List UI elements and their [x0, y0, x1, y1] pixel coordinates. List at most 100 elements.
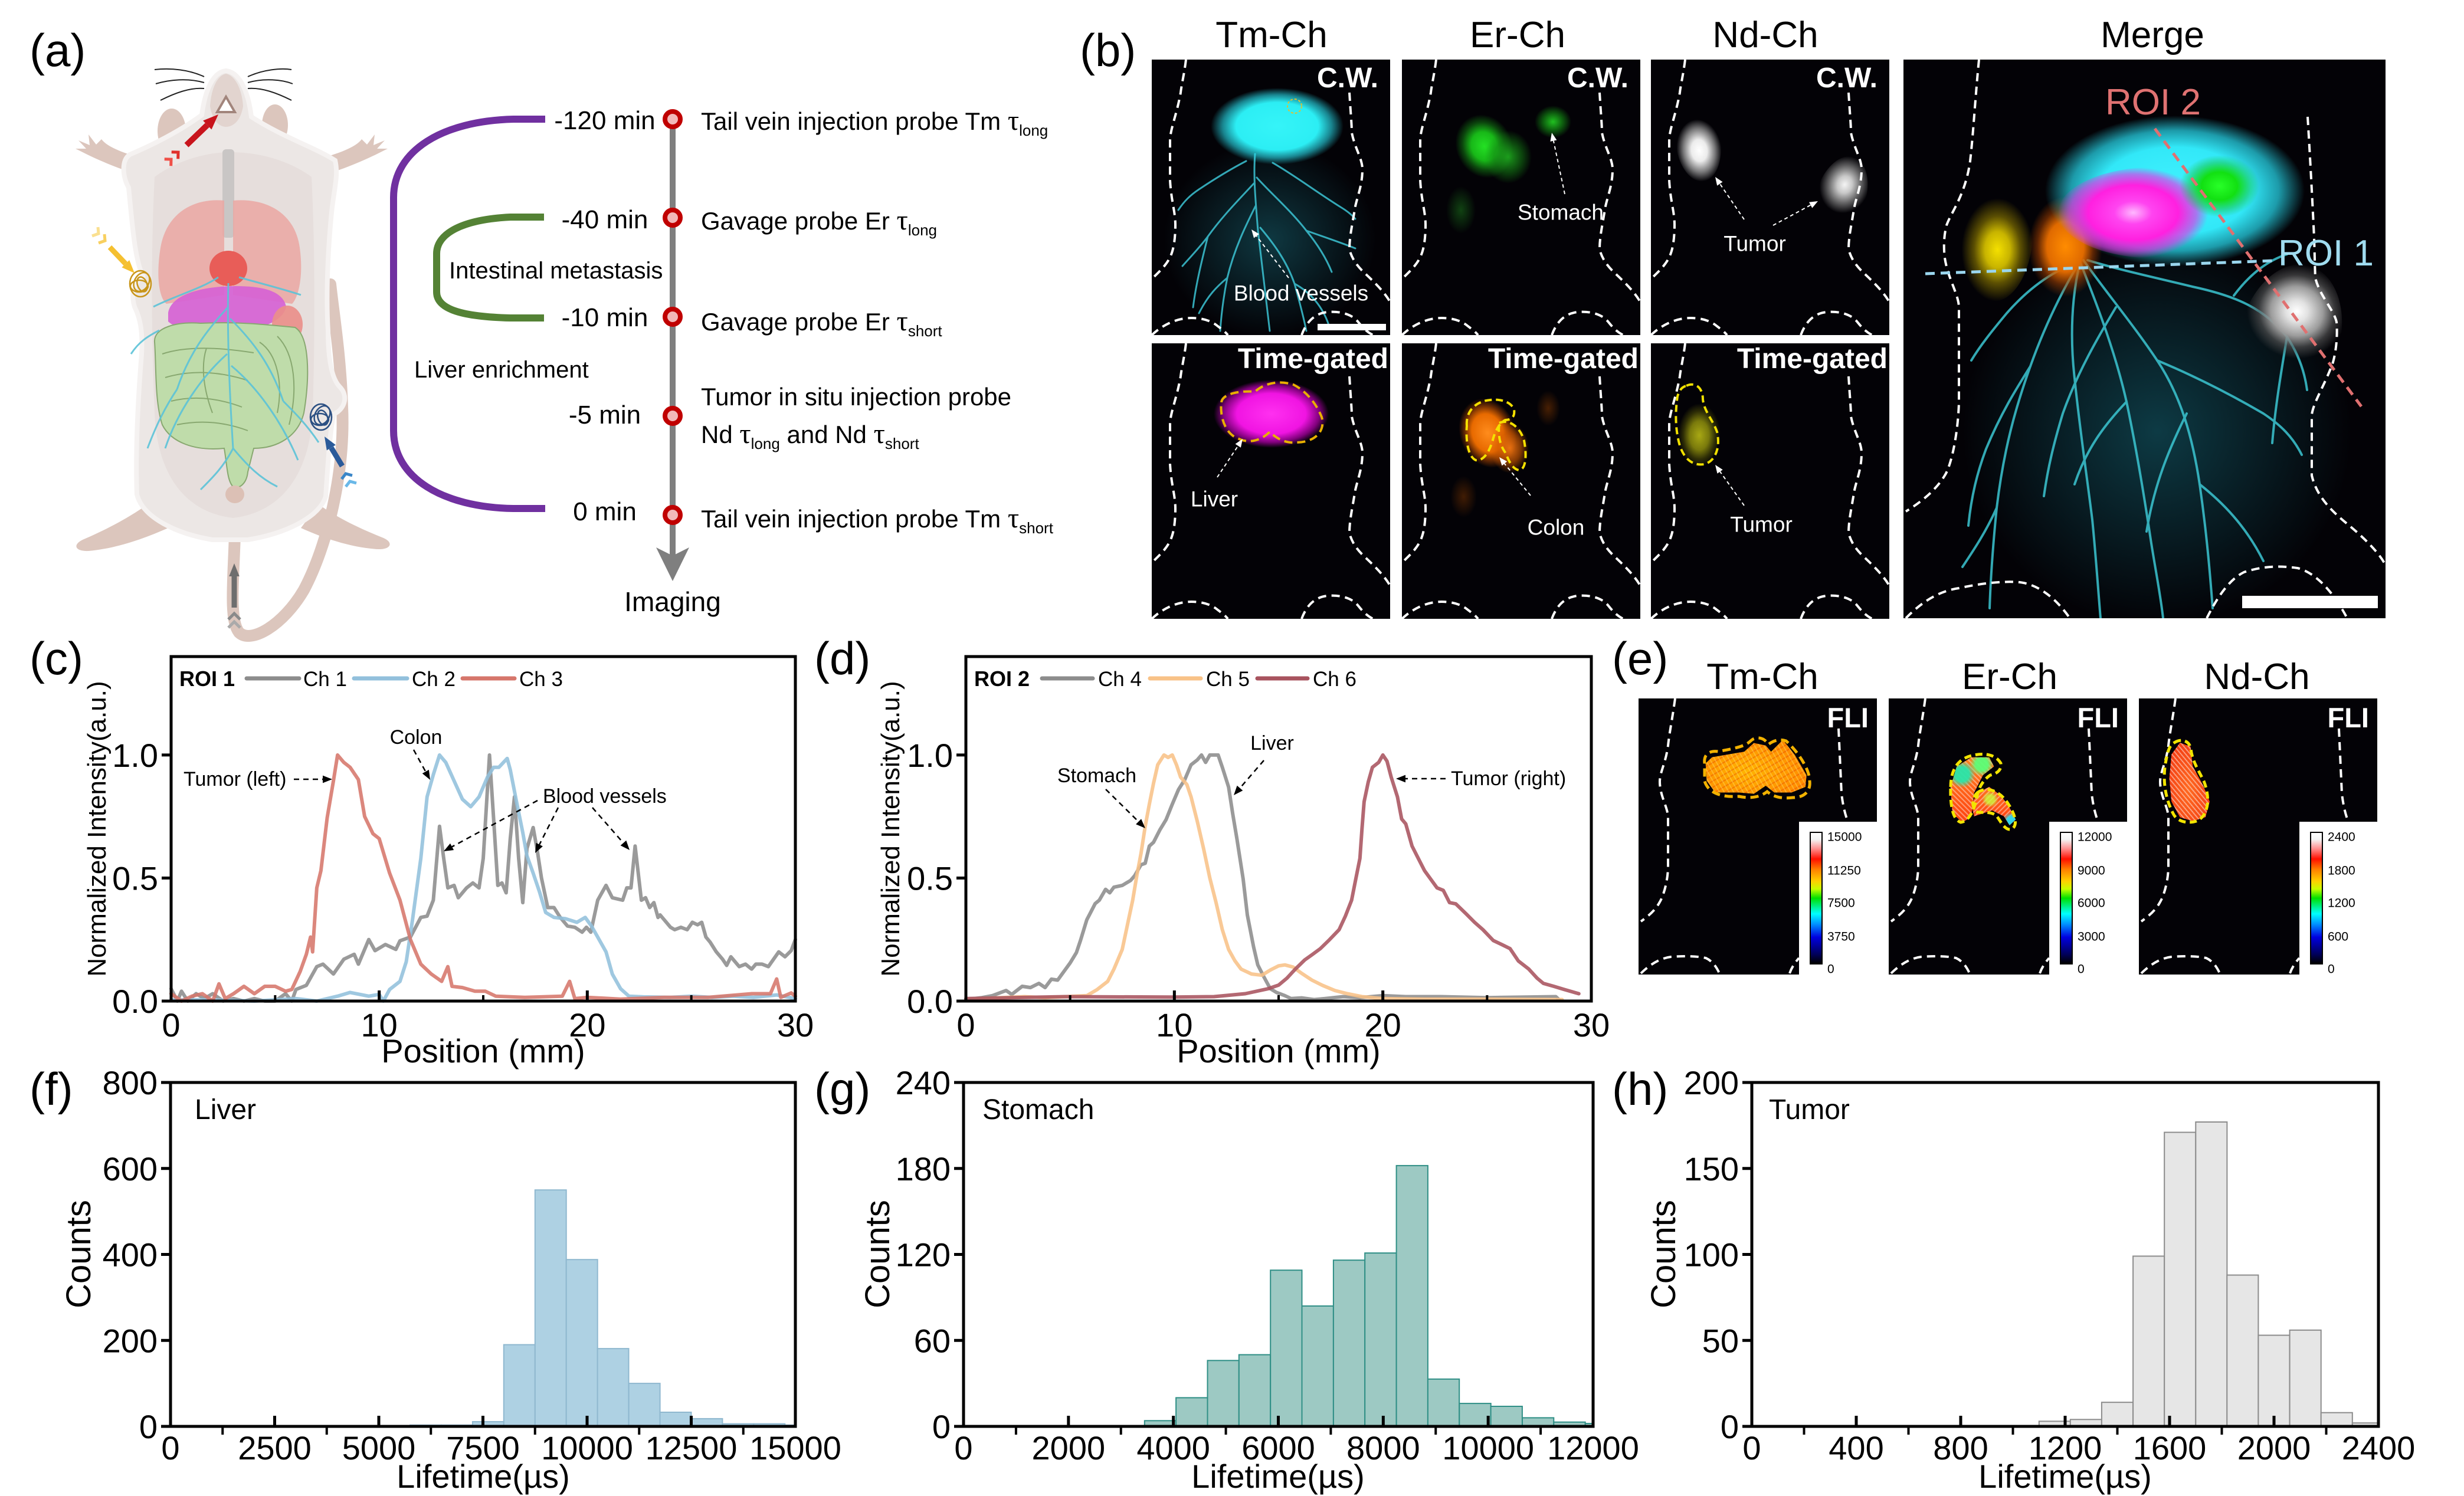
histogram-bar [2289, 1329, 2322, 1428]
tm-fli-overlay [1640, 698, 1851, 975]
mouse-heart [209, 251, 247, 286]
y-tick-label: 240 [896, 1064, 951, 1101]
legend-title: ROI 1 [179, 667, 235, 691]
whisker [160, 87, 205, 101]
panel-label-a: (a) [30, 24, 86, 76]
annotation-arrow [412, 749, 430, 780]
vessel [2198, 483, 2265, 562]
gavage-arrow-icon [184, 114, 218, 147]
y-tick-label: 120 [896, 1236, 951, 1274]
body-outline [1402, 343, 1640, 619]
y-tick-label: 0.0 [907, 983, 953, 1020]
annotation-arrow [1499, 457, 1531, 496]
x-axis-label: Lifetime(µs) [1191, 1458, 1365, 1495]
lifetime-colorbar: 12000 9000 6000 3000 0 [2049, 822, 2127, 975]
vessel [1253, 153, 1271, 332]
arrow-head-icon [229, 563, 240, 576]
y-tick-label: 400 [103, 1236, 158, 1274]
timeline-end-label: Imaging [624, 586, 721, 617]
stomach-faint-signal [1446, 186, 1476, 234]
body-outline-leg-left [1402, 600, 1479, 619]
arrow-head-icon [535, 842, 543, 853]
tm-ch-time-gated-image: Time-gated Liver [1152, 343, 1390, 619]
annotation-tumor: Tumor [1724, 231, 1786, 256]
body-outline [1402, 60, 1640, 335]
legend-label-ch1: Ch 1 [303, 668, 347, 691]
y-tick-label: 600 [103, 1150, 158, 1187]
vessel [231, 365, 299, 461]
mouse-tail [227, 278, 349, 642]
x-tick-label: 1600 [2133, 1429, 2207, 1467]
arrow-shaft [1239, 760, 1264, 789]
histogram-bar [2195, 1121, 2228, 1427]
arrow-shaft [412, 749, 427, 772]
small-roi-circle [1287, 99, 1302, 114]
vessel [232, 448, 278, 488]
er-fli-overlay [1890, 698, 2101, 975]
tumor-scribble [129, 279, 149, 293]
chart-c: 0 10 20 30 0.0 0.5 1.0 ROI 1 Ch 1 Ch 2 Ch 3 Po… [83, 655, 814, 1069]
step-text: Tail vein injection probe Tm [701, 107, 1008, 135]
x-tick-label: 20 [569, 1006, 605, 1044]
tumor-scribble [310, 412, 330, 427]
x-tick-label: 0 [1742, 1429, 1761, 1467]
tm-cw-signal [1211, 88, 1344, 165]
arrow-shaft [329, 446, 345, 468]
series-line-ch1 [169, 753, 797, 1003]
mouse-illustration [76, 68, 390, 642]
body-outline-leg-right [1551, 594, 1624, 619]
panel-label-c: (c) [30, 632, 83, 684]
vessel [2145, 412, 2188, 533]
annotation-arrow [1396, 775, 1446, 783]
arrow-shaft [1256, 235, 1289, 278]
step-text: Gavage probe Er [701, 308, 897, 336]
vessel [227, 283, 234, 449]
body-outline-left [2140, 698, 2177, 923]
histogram-bar [597, 1348, 630, 1428]
intestine-loop [176, 421, 248, 431]
body-outline-leg-left [1152, 316, 1229, 335]
vessel [1961, 507, 1998, 568]
y-tick-label: 1.0 [112, 737, 158, 774]
x-axis-label: Position (mm) [1177, 1032, 1380, 1069]
tumor-time-gated-signal [1673, 383, 1721, 467]
body-outline-leg-right [2289, 957, 2301, 974]
faint-signal [1450, 476, 1477, 517]
annotation-tumor: Tumor [1730, 512, 1793, 537]
annotation-arrow [592, 807, 630, 850]
step-description: Tail vein injection probe Tm τshort [701, 503, 1054, 537]
chart-h-plot-area: 0 400 800 1200 1600 2000 2400 0 50 100 150 200 [1684, 1064, 2416, 1467]
y-tick-label: 0.0 [112, 983, 158, 1020]
panel-label-e: (e) [1612, 632, 1668, 684]
tau-symbol: τ [1008, 503, 1019, 534]
annotation-stomach: Stomach [1517, 200, 1604, 225]
annotation-stomach: Stomach [1057, 765, 1136, 787]
body-outline-left [1651, 60, 1686, 280]
arrow-shaft [1719, 183, 1745, 220]
whisker [155, 79, 205, 84]
histogram-bar [1238, 1354, 1272, 1427]
chart-inset-label: Liver [195, 1094, 256, 1126]
injection-chevron-icon [98, 234, 107, 245]
tm-cw-overlay [1152, 60, 1390, 335]
mouse-whiskers [154, 68, 293, 101]
colorbar-tick-label: 2400 [2328, 830, 2355, 844]
x-axis-label: Lifetime(µs) [1978, 1458, 2152, 1495]
mouse-anus [225, 485, 244, 503]
body-outline-left [1402, 343, 1437, 564]
body-outline-leg-right [2206, 565, 2348, 618]
tumor-scribble [309, 403, 333, 431]
mouse-right-hind-leg [301, 504, 390, 550]
liver-enrichment-bracket [390, 116, 545, 512]
tau-symbol: τ [874, 418, 885, 450]
x-tick-label: 0 [956, 1006, 975, 1044]
y-tick-label: 0.5 [112, 859, 158, 897]
body-outline-right [2306, 116, 2386, 565]
y-tick-label: 200 [103, 1322, 158, 1359]
step-description: Tumor in situ injection probe [701, 383, 1011, 411]
timeline-marker [663, 406, 683, 426]
vessel [2073, 401, 2128, 485]
tumor-scribble [129, 270, 152, 298]
body-outline [1152, 343, 1390, 619]
